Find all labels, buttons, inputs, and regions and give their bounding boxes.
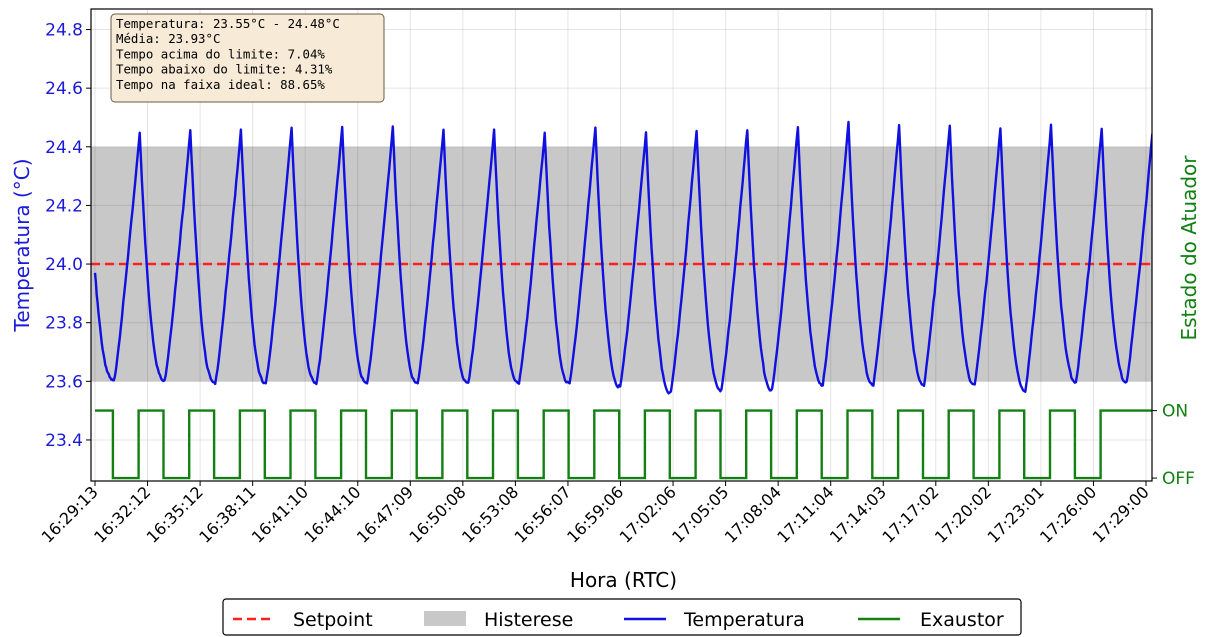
stats-box-line: Tempo abaixo do limite: 4.31% xyxy=(116,62,333,77)
y-tick-label: 24.8 xyxy=(45,21,83,41)
x-tick-label: 16:47:09 xyxy=(353,482,417,546)
x-tick-label: 17:20:02 xyxy=(931,482,995,546)
y-tick-label: 23.6 xyxy=(45,372,83,392)
x-tick-label: 17:29:00 xyxy=(1089,482,1153,546)
x-tick-label: 16:44:10 xyxy=(300,482,364,546)
y-tick-label: 24.6 xyxy=(45,79,83,99)
x-tick-label: 16:53:08 xyxy=(458,482,522,546)
legend-label: Histerese xyxy=(484,609,573,631)
y-tick-label: 24.2 xyxy=(45,196,83,216)
x-tick-label: 16:56:07 xyxy=(511,482,575,546)
y-tick-label: 24.0 xyxy=(45,255,83,275)
stats-box-line: Média: 23.93°C xyxy=(116,31,220,46)
x-tick-label: 16:35:12 xyxy=(143,482,207,546)
stats-box-background xyxy=(110,13,385,103)
y-tick-label: 24.4 xyxy=(45,138,83,158)
grid xyxy=(91,9,1152,481)
legend-label: Temperatura xyxy=(683,609,805,631)
right-tick-label: OFF xyxy=(1162,469,1195,489)
stats-box-line: Tempo na faixa ideal: 88.65% xyxy=(116,77,325,92)
x-tick-label: 16:59:06 xyxy=(563,482,627,546)
y-tick-label: 23.8 xyxy=(45,314,83,334)
exaustor-line xyxy=(95,409,1152,480)
x-axis-label: Hora (RTC) xyxy=(570,568,677,592)
x-tick-label: 17:26:00 xyxy=(1036,482,1100,546)
x-tick-label: 17:05:05 xyxy=(668,482,732,546)
right-tick-label: ON xyxy=(1162,402,1188,422)
legend-frame xyxy=(222,598,1022,636)
x-tick-label: 17:14:03 xyxy=(826,482,890,546)
x-tick-label: 17:11:04 xyxy=(773,482,837,546)
temperature-line xyxy=(93,120,1152,395)
y-axis-label: Temperatura (°C) xyxy=(10,158,34,332)
x-tick-label: 16:41:10 xyxy=(248,482,312,546)
x-tick-label: 16:29:13 xyxy=(38,482,102,546)
x-tick-label: 16:32:12 xyxy=(90,482,154,546)
x-tick-label: 17:02:06 xyxy=(616,482,680,546)
x-tick-label: 17:08:04 xyxy=(721,482,785,546)
legend-label: Exaustor xyxy=(920,609,1004,631)
x-tick-label: 17:17:02 xyxy=(878,482,942,546)
x-tick-label: 17:23:01 xyxy=(983,482,1047,546)
legend-label: Setpoint xyxy=(293,609,373,631)
stats-box-line: Tempo acima do limite: 7.04% xyxy=(116,46,325,61)
legend: Setpoint Histerese Temperatura Exaustor xyxy=(222,598,1022,636)
x-tick-label: 16:38:11 xyxy=(195,482,259,546)
y-tick-label: 23.4 xyxy=(45,431,83,451)
x-tick-label: 16:50:08 xyxy=(405,482,469,546)
right-axis-label: Estado do Atuador xyxy=(1177,155,1201,341)
plot-frame xyxy=(90,8,1153,482)
stats-box-line: Temperatura: 23.55°C - 24.48°C xyxy=(116,16,340,31)
legend-swatch-histerese xyxy=(424,611,466,626)
